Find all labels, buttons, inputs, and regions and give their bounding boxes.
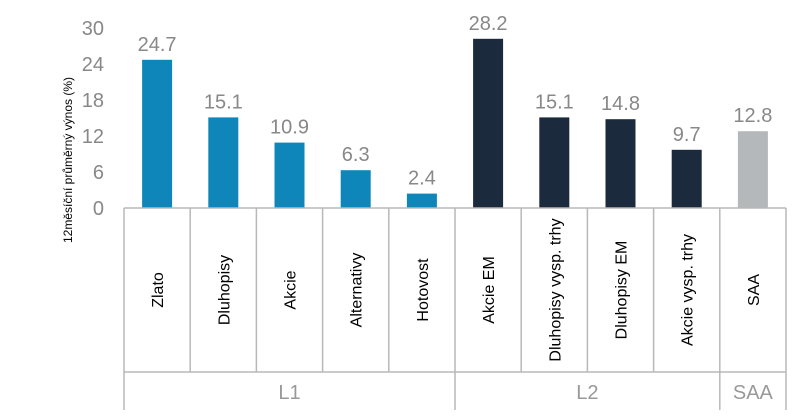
bar <box>671 149 702 208</box>
bar <box>737 131 768 208</box>
bar <box>340 170 371 208</box>
group-labels: L1 L2 SAA <box>278 382 773 404</box>
value-label: 12.8 <box>733 105 772 127</box>
category-label: Dluhopisy EM <box>614 241 631 340</box>
value-label: 14.8 <box>601 93 640 115</box>
bar <box>605 119 636 208</box>
category-labels: Zlato Dluhopisy Akcie Alternativy Hotovost Ak… <box>150 218 763 361</box>
category-label: Zlato <box>150 272 167 308</box>
value-label: 15.1 <box>535 91 574 113</box>
y-tick-label: 18 <box>82 90 104 112</box>
category-label: Hotovost <box>415 258 432 322</box>
category-label: Akcie EM <box>481 256 498 324</box>
group-label: L2 <box>576 382 598 404</box>
bar <box>473 38 504 208</box>
bar <box>406 193 437 208</box>
bar <box>274 142 305 208</box>
value-label: 10.9 <box>270 117 309 139</box>
value-label: 28.2 <box>469 13 508 35</box>
bar <box>208 117 239 208</box>
value-label: 24.7 <box>138 34 177 56</box>
y-tick-label: 24 <box>82 54 104 76</box>
value-label: 9.7 <box>673 124 701 146</box>
bar <box>539 117 570 208</box>
y-tick-label: 30 <box>82 18 104 40</box>
value-label: 2.4 <box>408 168 436 190</box>
category-label: Akcie vysp. trhy <box>680 234 697 346</box>
y-ticks: 0 6 12 18 24 30 <box>82 18 104 220</box>
category-label: Akcie <box>283 270 300 309</box>
category-label: Alternativy <box>349 253 366 328</box>
axes <box>123 207 787 410</box>
category-label: SAA <box>746 274 763 306</box>
value-label: 6.3 <box>342 144 370 166</box>
y-tick-label: 6 <box>93 162 104 184</box>
y-axis-label: 12měsíční průměrný výnos (%) <box>61 77 75 243</box>
bar <box>142 59 173 208</box>
group-label: SAA <box>733 382 774 404</box>
group-label: L1 <box>278 382 300 404</box>
value-label: 15.1 <box>204 91 243 113</box>
category-label: Dluhopisy vysp. trhy <box>547 218 564 361</box>
bars <box>142 38 768 208</box>
value-labels: 24.7 15.1 10.9 6.3 2.4 28.2 15.1 14.8 9.7 12.8 <box>138 13 773 190</box>
y-tick-label: 0 <box>93 198 104 220</box>
y-tick-label: 12 <box>82 126 104 148</box>
category-label: Dluhopisy <box>216 255 233 325</box>
